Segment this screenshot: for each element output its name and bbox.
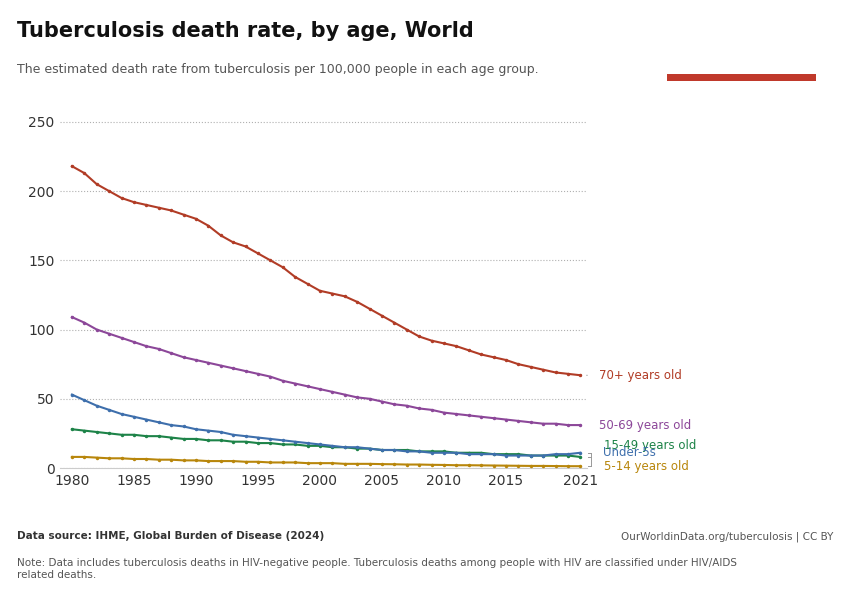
Text: Note: Data includes tuberculosis deaths in HIV-negative people. Tuberculosis dea: Note: Data includes tuberculosis deaths … xyxy=(17,558,737,580)
Text: in Data: in Data xyxy=(719,55,764,64)
Text: Our World: Our World xyxy=(710,35,774,45)
Text: Tuberculosis death rate, by age, World: Tuberculosis death rate, by age, World xyxy=(17,21,473,41)
Bar xyxy=(667,74,816,81)
Text: 5-14 years old: 5-14 years old xyxy=(604,460,689,473)
Text: 15-49 years old: 15-49 years old xyxy=(604,439,696,452)
Text: The estimated death rate from tuberculosis per 100,000 people in each age group.: The estimated death rate from tuberculos… xyxy=(17,63,539,76)
Text: 50-69 years old: 50-69 years old xyxy=(599,419,692,431)
Text: Under-5s: Under-5s xyxy=(604,446,656,459)
Text: Data source: IHME, Global Burden of Disease (2024): Data source: IHME, Global Burden of Dise… xyxy=(17,531,324,541)
Text: OurWorldinData.org/tuberculosis | CC BY: OurWorldinData.org/tuberculosis | CC BY xyxy=(620,531,833,541)
Text: 70+ years old: 70+ years old xyxy=(599,369,682,382)
